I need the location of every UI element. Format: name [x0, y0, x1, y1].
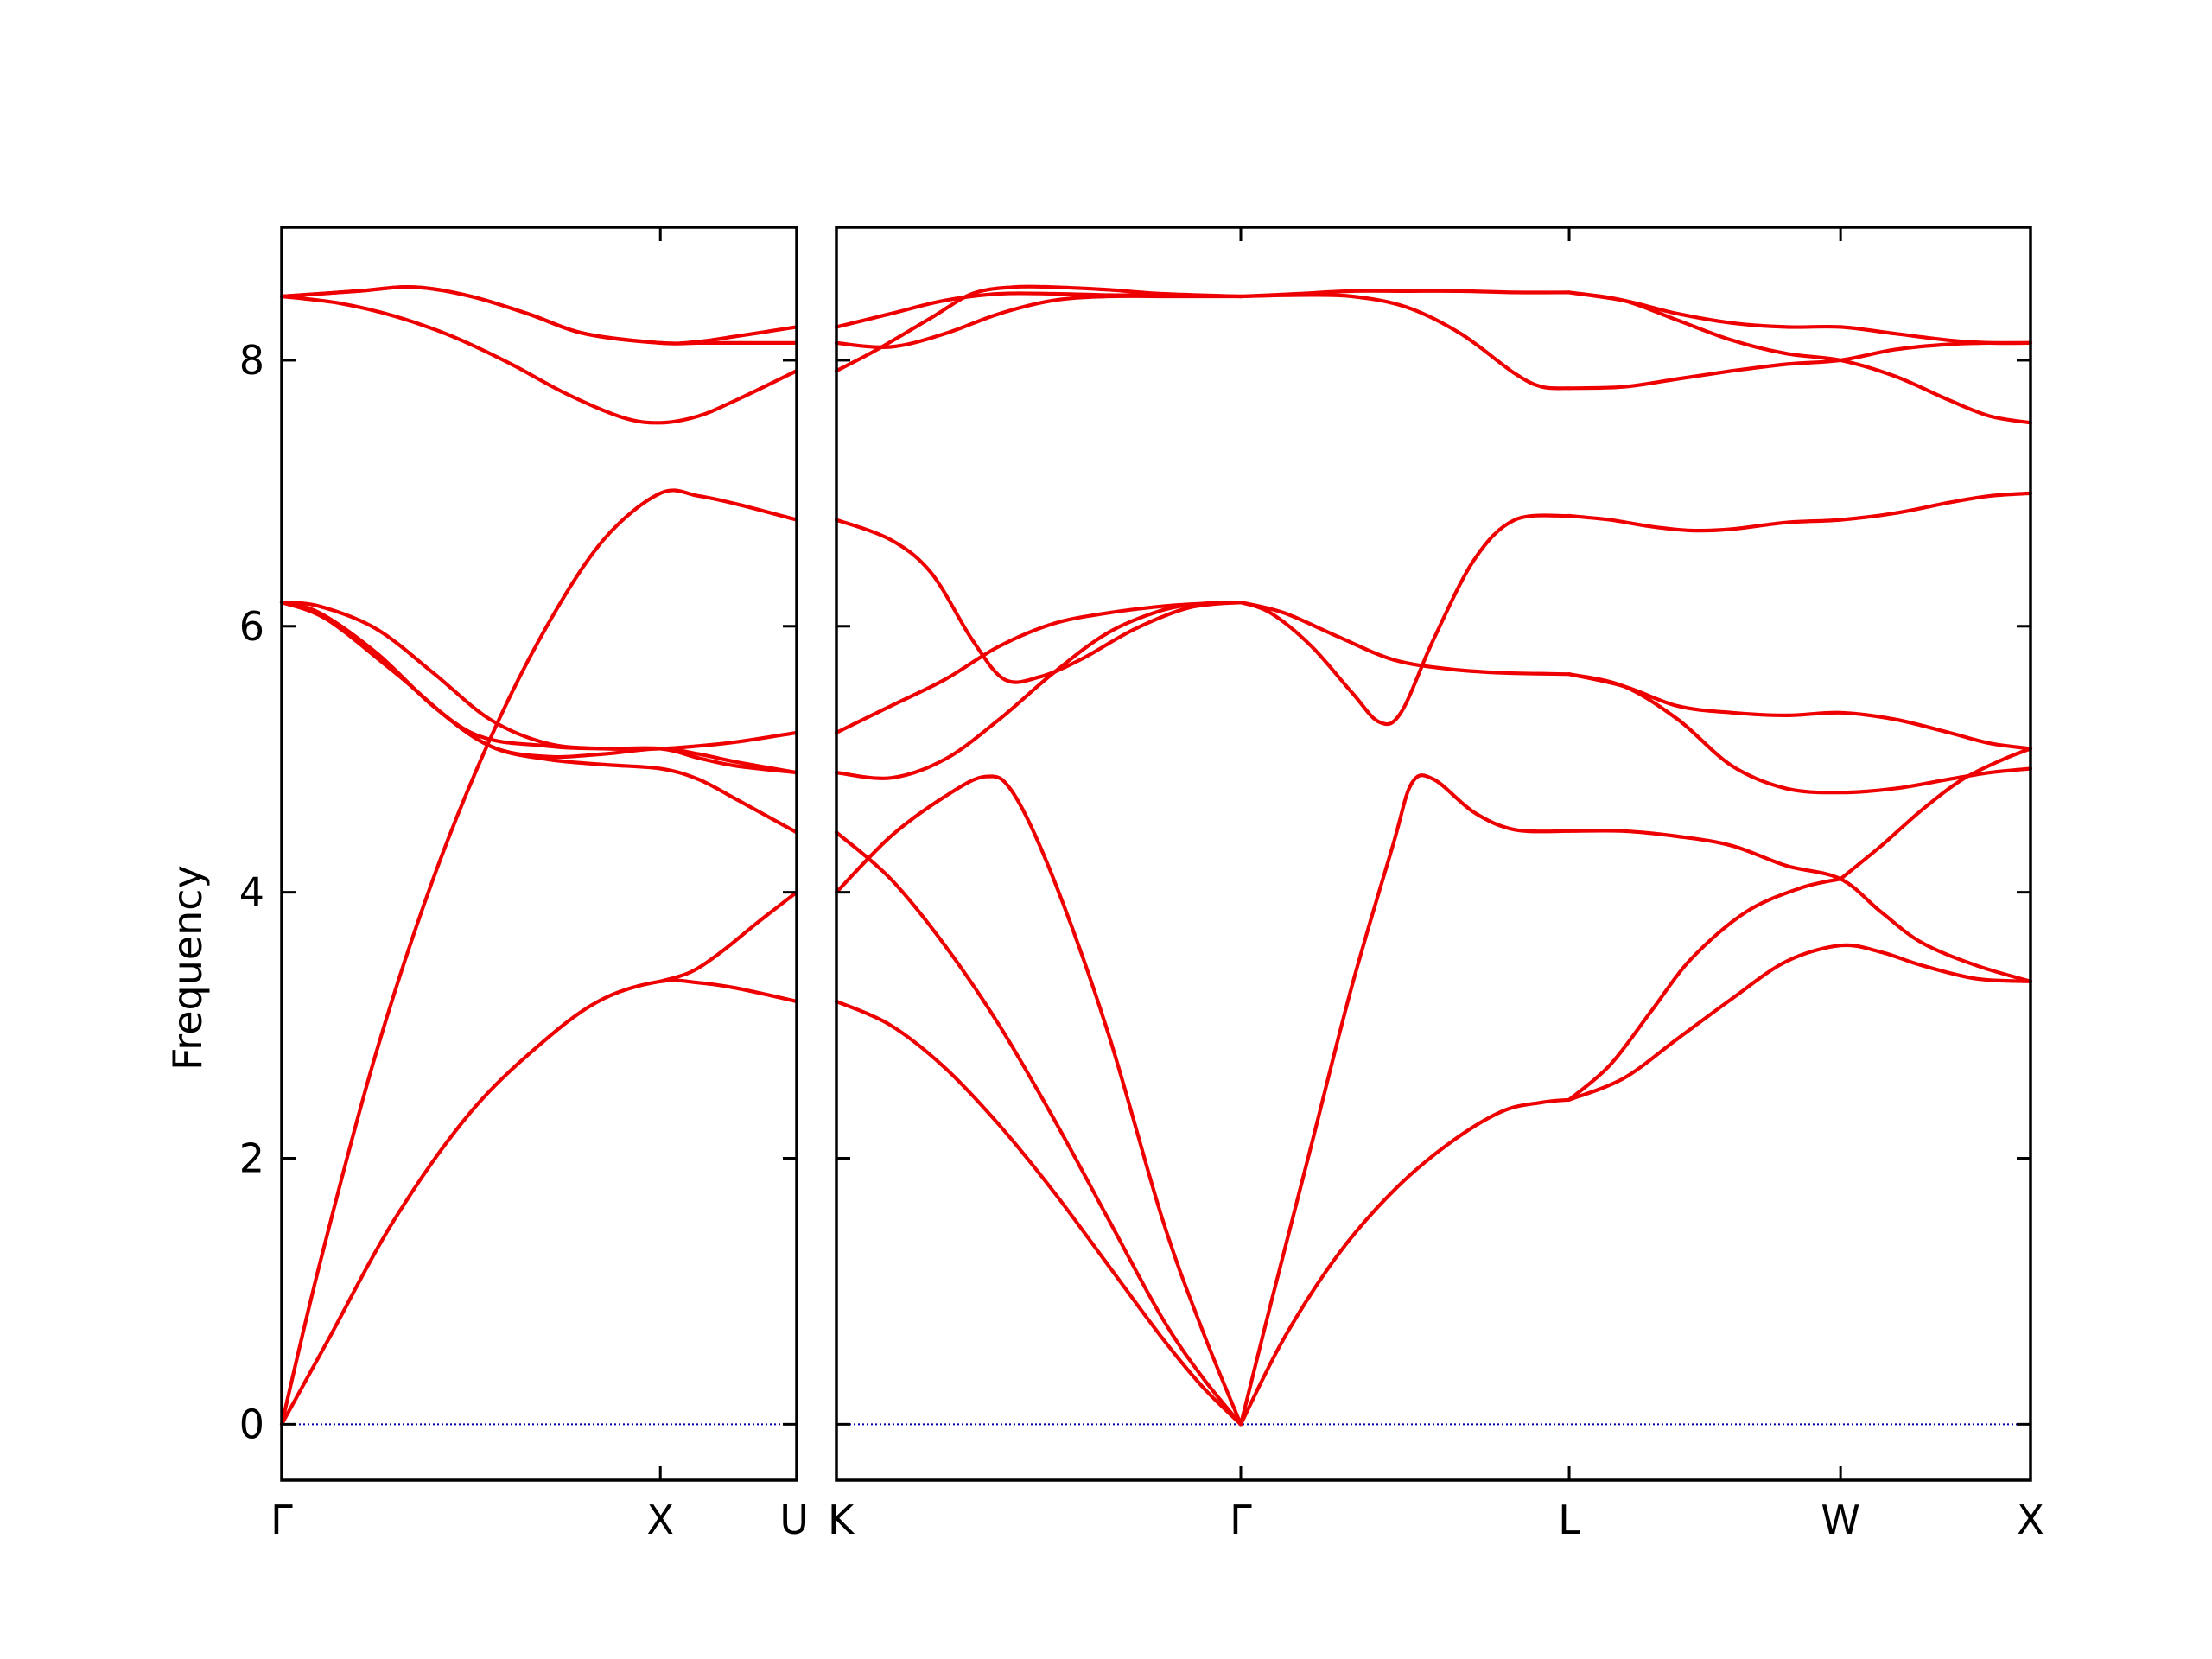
band-line-1 [834, 830, 1243, 1427]
band-line-7 [834, 291, 1243, 329]
band-line-5 [279, 601, 799, 775]
axes-frame [835, 226, 2032, 1482]
band-line-3 [279, 601, 799, 752]
band-line-9 [658, 890, 799, 983]
x-tick-label: K [828, 1497, 855, 1543]
band-line-16 [1567, 943, 2033, 1102]
x-tick-label: W [1821, 1497, 1859, 1543]
band-line-19 [1567, 672, 2033, 795]
y-axis-label: Frequency [164, 865, 211, 1071]
band-line-8 [279, 285, 799, 346]
band-line-9 [1238, 1097, 1572, 1427]
band-line-14 [1238, 293, 1572, 391]
band-line-5 [834, 601, 1243, 734]
panel-gamma-x-u: 0 2 4 6 8 Γ X U [239, 226, 809, 1543]
band-line-22 [1567, 340, 2033, 391]
band-line-0 [279, 978, 799, 1427]
band-line-1 [279, 488, 799, 1427]
band-line-18 [1839, 747, 2033, 881]
band-line-7 [279, 294, 799, 425]
band-line-4 [834, 518, 1243, 684]
y-tick-label: 0 [239, 1401, 264, 1447]
band-line-6 [279, 285, 799, 346]
band-line-21 [1567, 491, 2033, 533]
y-tick-label: 2 [239, 1135, 264, 1181]
band-line-2 [834, 774, 1243, 1427]
band-line-4 [279, 601, 799, 775]
band-line-8 [834, 294, 1243, 349]
band-line-17 [1567, 829, 2033, 983]
axes-frame [280, 226, 798, 1482]
x-tick-label: Γ [270, 1497, 293, 1543]
x-tick-label: L [1558, 1497, 1580, 1543]
y-tick-label: 8 [239, 337, 264, 384]
band-line-11 [1238, 513, 1572, 727]
x-tick-label: Γ [1230, 1497, 1252, 1543]
band-line-6 [834, 284, 1243, 373]
y-tick-label: 4 [239, 869, 264, 916]
x-tick-label: X [646, 1497, 674, 1543]
band-line-20 [1567, 672, 2033, 751]
band-line-23 [1567, 290, 2033, 346]
x-tick-label: X [2017, 1497, 2044, 1543]
band-line-12 [1238, 601, 1572, 677]
band-line-15 [1567, 877, 1843, 1102]
band-line-24 [1567, 290, 2033, 425]
band-line-0 [834, 999, 1243, 1427]
band-line-10 [1238, 773, 1572, 1427]
y-tick-label: 6 [239, 603, 264, 650]
x-tick-label: U [779, 1497, 809, 1543]
